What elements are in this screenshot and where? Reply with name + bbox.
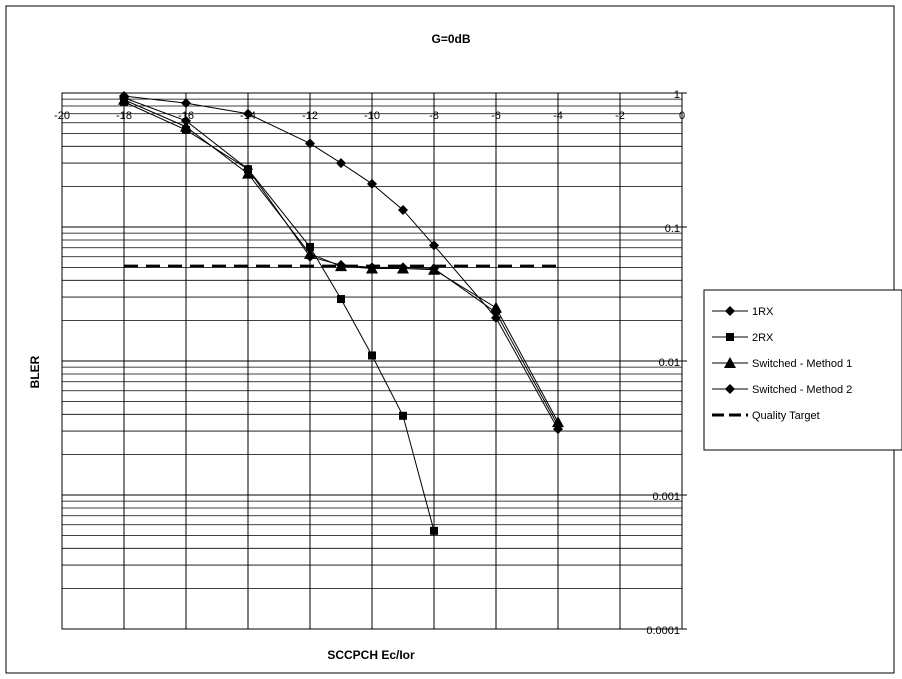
x-tick-label: -6: [491, 110, 501, 122]
series-line: [123, 101, 435, 531]
marker: [399, 411, 407, 420]
legend-label: 1RX: [752, 306, 774, 318]
marker: [181, 98, 191, 109]
y-tick-label: 0.001: [652, 491, 680, 503]
x-tick-label: -10: [364, 110, 380, 122]
marker: [243, 164, 253, 175]
legend-label: 2RX: [752, 332, 774, 344]
marker: [119, 92, 129, 103]
marker: [725, 384, 735, 394]
marker: [368, 351, 376, 360]
marker: [491, 312, 501, 323]
x-axis-label: SCCPCH Ec/Ior: [327, 648, 415, 662]
x-tick-label: -12: [302, 110, 318, 122]
marker: [305, 138, 315, 149]
x-tick-label: -4: [553, 110, 563, 122]
marker: [181, 115, 191, 126]
marker: [180, 120, 192, 132]
x-tick-label: 0: [679, 110, 685, 122]
marker: [367, 178, 377, 189]
marker: [553, 420, 563, 431]
marker: [491, 307, 501, 318]
legend-label: Switched - Method 1: [752, 358, 852, 370]
marker: [398, 204, 408, 215]
x-tick-label: -8: [429, 110, 439, 122]
y-axis-label: BLER: [28, 355, 42, 388]
y-tick-label: 0.01: [659, 357, 680, 369]
legend-label: Quality Target: [752, 410, 820, 422]
marker: [430, 526, 438, 535]
marker: [725, 306, 735, 316]
chart-title: G=0dB: [431, 32, 470, 46]
series-line: [123, 95, 559, 430]
legend-box: [703, 289, 902, 451]
legend-label: Switched - Method 2: [752, 384, 852, 396]
marker: [336, 260, 346, 271]
x-tick-label: -2: [615, 110, 625, 122]
marker: [726, 333, 734, 341]
marker: [336, 158, 346, 169]
y-tick-label: 1: [674, 89, 680, 101]
y-tick-label: 0.0001: [646, 625, 680, 637]
marker: [243, 108, 253, 119]
marker: [724, 357, 736, 368]
x-tick-label: -20: [54, 110, 70, 122]
x-tick-label: -18: [116, 110, 132, 122]
marker: [429, 240, 439, 251]
marker: [337, 295, 345, 304]
y-tick-label: 0.1: [665, 223, 680, 235]
marker: [306, 242, 314, 251]
marker: [305, 251, 315, 262]
